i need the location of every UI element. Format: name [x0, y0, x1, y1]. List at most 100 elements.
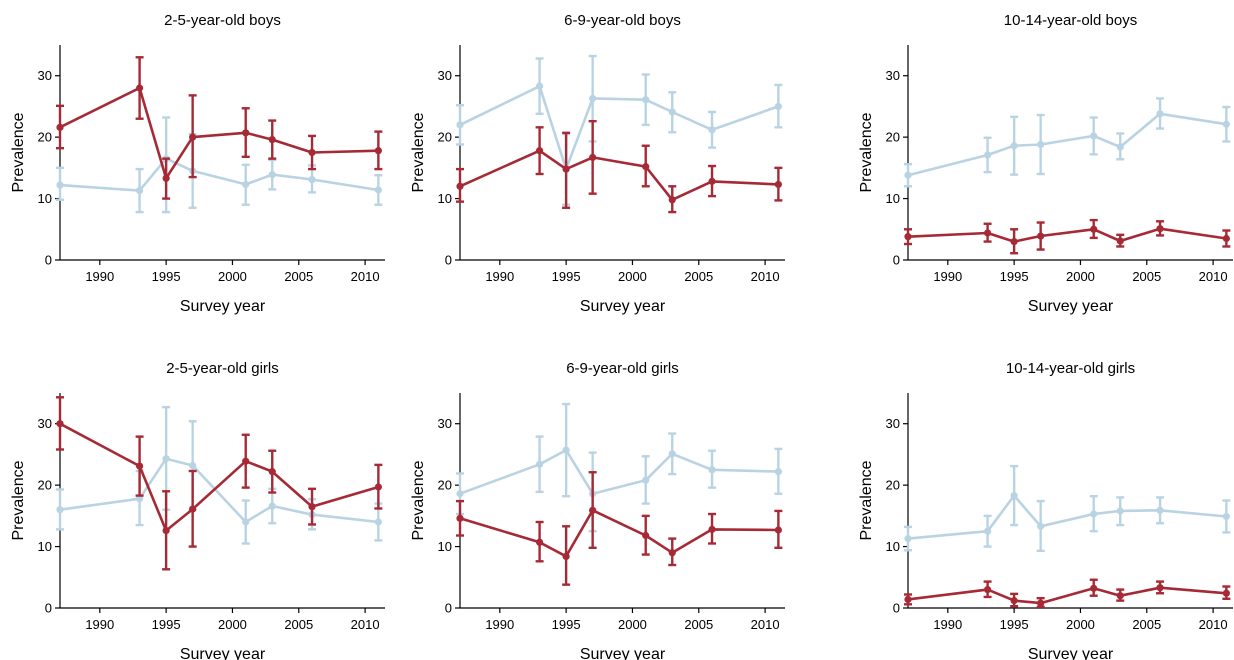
data-point [1116, 237, 1124, 245]
x-tick-label: 2010 [351, 269, 380, 284]
data-point [642, 476, 650, 484]
data-point [456, 182, 464, 190]
y-tick-label: 10 [38, 191, 52, 206]
data-point [1010, 597, 1018, 605]
data-point [642, 163, 650, 171]
series-line [59, 86, 379, 180]
data-point [308, 503, 316, 511]
data-point [983, 585, 992, 594]
data-point [1010, 142, 1018, 150]
dark-series [56, 56, 383, 200]
x-tick-label: 2010 [751, 269, 780, 284]
x-axis-label: Survey year [580, 646, 666, 660]
x-tick-label: 2000 [218, 269, 247, 284]
y-tick-label: 30 [886, 68, 900, 83]
data-point [642, 531, 650, 540]
y-axis-label: Prevalence [10, 112, 27, 192]
light-series [904, 464, 1231, 553]
data-point [56, 123, 64, 131]
data-point [374, 483, 382, 491]
data-point [589, 94, 597, 103]
chart-panel-5: 6-9-year-old girls 0 10 20 30 1990 1995 2000 200… [410, 360, 785, 660]
y-tick-label: 30 [38, 416, 52, 431]
data-point [456, 121, 464, 129]
data-point [589, 506, 597, 514]
data-point [983, 229, 992, 237]
data-point [1037, 140, 1045, 149]
light-series [56, 116, 383, 214]
data-point [562, 165, 570, 173]
series-line [459, 149, 779, 202]
series-line [59, 157, 379, 192]
data-point [1116, 592, 1124, 600]
data-point [562, 446, 570, 454]
chart-title: 10-14-year-old girls [1006, 360, 1135, 377]
x-tick-label: 2000 [1066, 269, 1095, 284]
y-axis-label: Prevalence [10, 460, 27, 540]
data-point [708, 525, 716, 533]
y-tick-label: 20 [38, 478, 52, 493]
data-point [1090, 584, 1098, 592]
y-tick-label: 30 [886, 416, 900, 431]
x-axis-label: Survey year [1028, 298, 1114, 315]
y-tick-label: 30 [38, 68, 52, 83]
data-point [642, 96, 650, 104]
data-point [535, 460, 544, 468]
x-tick-label: 1990 [933, 617, 962, 632]
series-line [459, 508, 779, 558]
dark-series [456, 471, 783, 586]
chart-title: 6-9-year-old girls [566, 360, 679, 377]
light-series [904, 97, 1231, 188]
data-point [374, 186, 382, 194]
dark-series [456, 119, 783, 214]
data-point [1156, 584, 1164, 592]
series-line [907, 227, 1227, 243]
data-point [904, 233, 912, 241]
y-tick-label: 10 [38, 539, 52, 554]
x-tick-label: 2010 [1199, 269, 1228, 284]
y-tick-label: 20 [438, 130, 452, 145]
light-series [56, 405, 383, 545]
data-point [1090, 132, 1098, 140]
x-tick-label: 2000 [218, 617, 247, 632]
data-point [308, 148, 316, 157]
x-tick-label: 1990 [85, 269, 114, 284]
data-point [1090, 225, 1098, 233]
data-point [904, 595, 912, 604]
data-point [1156, 506, 1164, 514]
data-point [1222, 512, 1230, 521]
data-point [56, 181, 64, 189]
data-point [456, 514, 464, 522]
series-line [459, 84, 779, 171]
data-point [189, 133, 197, 141]
data-point [242, 518, 250, 526]
x-axis-label: Survey year [580, 298, 666, 315]
data-point [374, 147, 382, 155]
x-tick-label: 2005 [684, 617, 713, 632]
data-point [668, 450, 676, 458]
chart-panel-3: 10-14-year-old boys 0 10 20 30 1990 1995 2000 20… [858, 12, 1233, 315]
series-line [907, 586, 1227, 605]
data-point [535, 147, 544, 155]
data-point [1156, 110, 1164, 118]
x-tick-label: 1990 [933, 269, 962, 284]
chart-panel-1: 2-5-year-old boys 0 10 20 30 1990 1995 2000 2005… [10, 12, 385, 315]
x-tick-label: 1995 [552, 617, 581, 632]
data-point [135, 84, 144, 92]
y-tick-label: 0 [45, 601, 52, 616]
y-tick-label: 30 [438, 68, 452, 83]
x-tick-label: 1990 [485, 617, 514, 632]
data-point [668, 108, 676, 116]
light-series [456, 402, 783, 533]
data-point [162, 174, 170, 182]
data-point [1010, 237, 1018, 246]
data-point [708, 466, 716, 474]
data-point [374, 518, 382, 526]
series-line [907, 112, 1227, 177]
x-tick-label: 1990 [485, 269, 514, 284]
data-point [983, 151, 992, 159]
data-point [668, 549, 676, 557]
data-point [1090, 510, 1098, 518]
data-point [242, 457, 250, 465]
y-tick-label: 20 [438, 478, 452, 493]
